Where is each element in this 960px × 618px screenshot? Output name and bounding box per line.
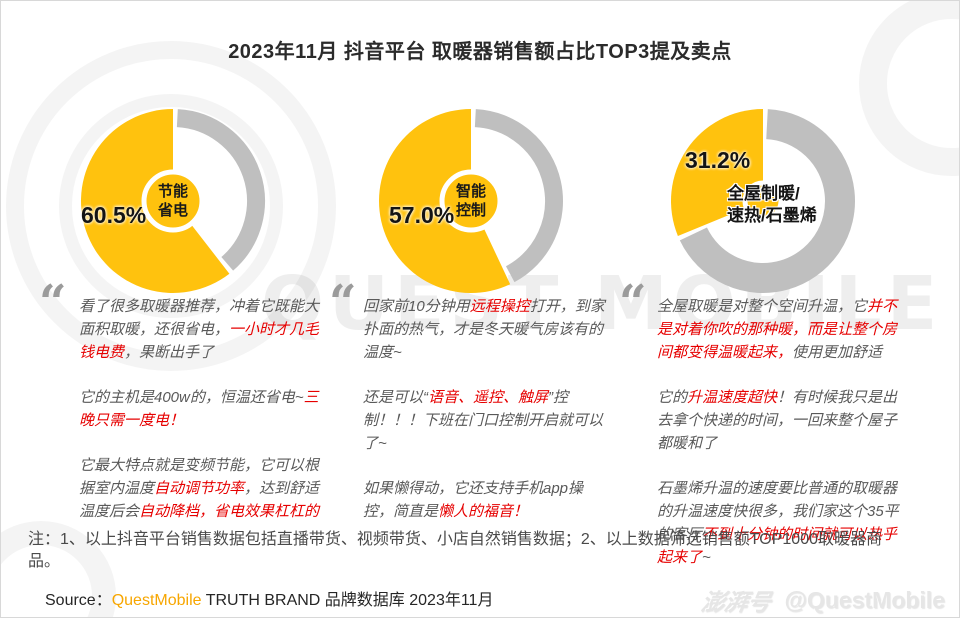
quote-column-whole-house-heating: 全屋取暖是对整个空间升温，它并不是对着你吹的那种暖，而是让整个房间都变得温暖起来… [657, 295, 909, 591]
category-label: 节能 省电 [157, 183, 188, 219]
source-prefix: Source： [45, 592, 112, 609]
donut-svg-whole-house-heating [671, 109, 855, 293]
pengpai-stamp-watermark: 澎湃号 @QuestMobile [698, 583, 945, 617]
quote-icon: “ [619, 275, 647, 331]
quote-paragraph: 它的升温速度超快！有时候我只是出去拿个快递的时间，一回来整个屋子都暖和了 [657, 389, 898, 452]
category-label: 智能 控制 [455, 183, 486, 219]
quote-paragraph: 如果懒得动，它还支持手机app操控，简直是懒人的福音！ [363, 480, 584, 520]
quote-paragraph: 它的主机是400w的，恒温还省电~三晚只需一度电！ [79, 389, 319, 429]
source-line: Source：QuestMobile TRUTH BRAND 品牌数据库 202… [45, 586, 493, 610]
quote-paragraph: 回家前10分钟用远程操控打开，到家扑面的热气，才是冬天暖气房该有的温度~ [363, 298, 605, 361]
donut-chart-smart-control: 57.0% 智能 控制 [371, 101, 571, 301]
quote-paragraph: 它最大特点就是变频节能，它可以根据室内温度自动调节功率，达到舒适温度后会自动降档… [79, 457, 320, 520]
percent-label: 57.0% [389, 202, 455, 228]
quote-paragraph: 石墨烯升温的速度要比普通的取暖器的升温速度快很多，我们家这个35平的客厅不到十分… [657, 480, 899, 566]
pengpai-logo: 澎湃号 [698, 589, 773, 615]
donut-svg-smart-control [379, 109, 563, 293]
quote-column-energy-saving: 看了很多取暖器推荐，冲着它既能大面积取暖，还很省电，一小时才几毛钱电费，果断出手… [79, 295, 324, 545]
logo-ring-watermark [859, 1, 959, 176]
questmobile-handle: @QuestMobile [784, 586, 945, 613]
footnote: 注：1、以上抖音平台销售数据包括直播带货、视频带货、小店自然销售数据；2、以上数… [28, 531, 882, 570]
donut-chart-energy-saving: 60.5% 节能 省电 [73, 101, 273, 301]
quote-icon: “ [329, 275, 357, 331]
quote-paragraph: 全屋取暖是对整个空间升温，它并不是对着你吹的那种暖，而是让整个房间都变得温暖起来… [657, 298, 898, 361]
percent-label: 31.2% [685, 147, 751, 173]
donut-chart-whole-house-heating: 31.2% 全屋制暖/ 速热/石墨烯 [663, 101, 863, 301]
donut-svg-energy-saving [81, 109, 265, 293]
category-label: 全屋制暖/ 速热/石墨烯 [727, 184, 817, 225]
quote-paragraph: 还是可以“语音、遥控、触屏”控制！！！下班在门口控制开启就可以了~ [363, 389, 604, 452]
quote-column-smart-control: 回家前10分钟用远程操控打开，到家扑面的热气，才是冬天暖气房该有的温度~ 还是可… [363, 295, 613, 545]
quote-paragraph: 看了很多取暖器推荐，冲着它既能大面积取暖，还很省电，一小时才几毛钱电费，果断出手… [79, 298, 320, 361]
source-suffix: TRUTH BRAND 品牌数据库 2023年11月 [201, 592, 494, 609]
source-brand: QuestMobile [111, 592, 202, 609]
quote-icon: “ [39, 275, 67, 331]
percent-label: 60.5% [81, 202, 147, 228]
page-title: 2023年11月 抖音平台 取暖器销售额占比TOP3提及卖点 [228, 41, 732, 63]
